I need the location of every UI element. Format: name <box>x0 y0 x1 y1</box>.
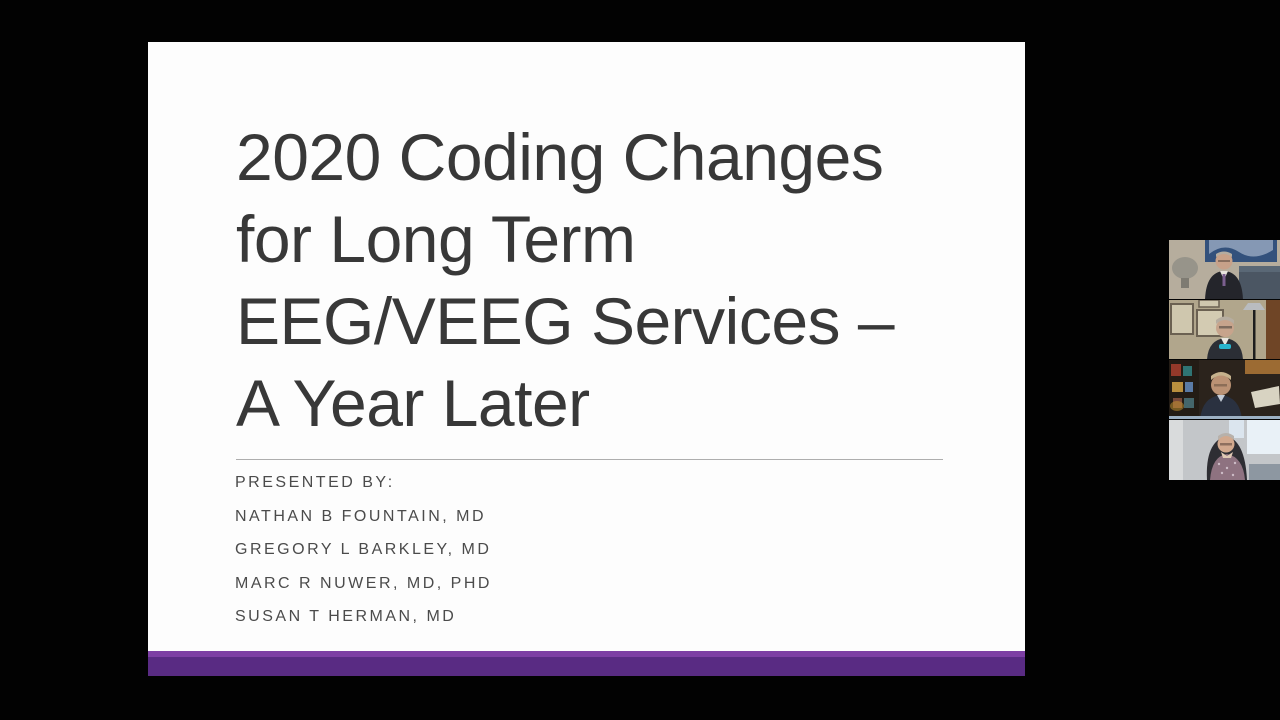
presenter-name-3: MARC R NUWER, MD, PHD <box>235 574 492 592</box>
slide-accent-bar <box>148 651 1025 676</box>
participant-video-3[interactable] <box>1169 360 1280 420</box>
participant-video-1[interactable] <box>1169 240 1280 300</box>
presenter-name-4: SUSAN T HERMAN, MD <box>235 608 457 625</box>
participant-video-4[interactable] <box>1169 420 1280 480</box>
participant-video-strip <box>1169 240 1280 481</box>
title-divider-rule <box>236 459 943 460</box>
presenter-block: PRESENTED BY: NATHAN B FOUNTAIN, MD GREG… <box>235 466 492 634</box>
participant-1-camera-feed <box>1169 240 1280 299</box>
shared-slide: 2020 Coding Changes for Long Term EEG/VE… <box>148 42 1025 676</box>
title-line-3: EEG/VEEG Services – <box>236 284 895 358</box>
title-line-2: for Long Term <box>236 202 636 276</box>
slide-title: 2020 Coding Changes for Long Term EEG/VE… <box>236 116 895 444</box>
participant-2-camera-feed <box>1169 300 1280 359</box>
title-line-4: A Year Later <box>236 366 590 440</box>
title-line-1: 2020 Coding Changes <box>236 120 884 194</box>
participant-video-2[interactable] <box>1169 300 1280 360</box>
participant-3-camera-feed <box>1169 360 1280 419</box>
presented-by-label: PRESENTED BY: <box>235 474 395 491</box>
presenter-name-1: NATHAN B FOUNTAIN, MD <box>235 507 487 525</box>
presenter-name-2: GREGORY L BARKLEY, MD <box>235 541 492 558</box>
participant-4-camera-feed <box>1169 420 1280 480</box>
